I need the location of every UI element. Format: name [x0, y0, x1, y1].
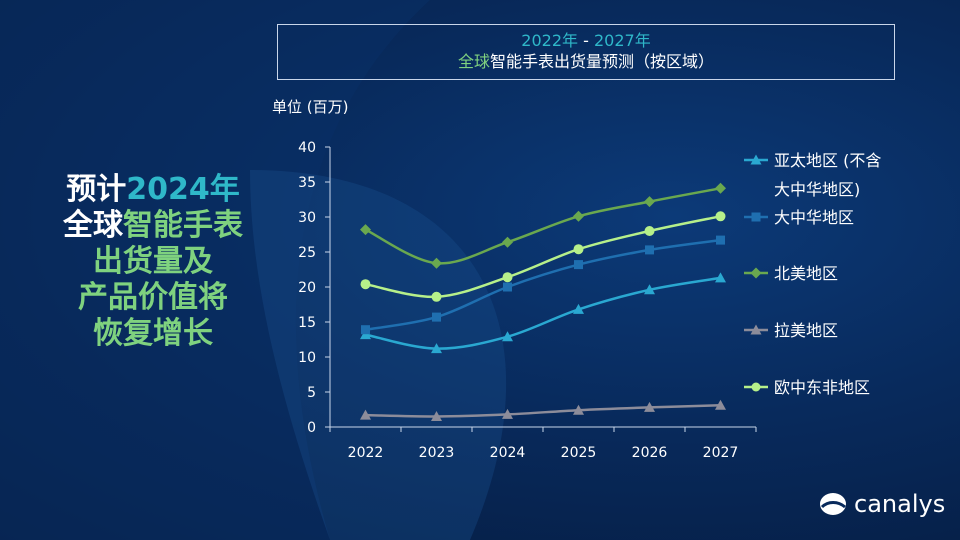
y-tick-label: 5 — [307, 385, 316, 401]
y-tick-label: 35 — [298, 175, 316, 191]
series-point — [715, 182, 726, 194]
legend-label: 拉美地区 — [774, 321, 838, 340]
side-headline: 预计2024年 全球智能手表 出货量及 产品价值将 恢复增长 — [28, 172, 278, 352]
series-point — [715, 272, 726, 283]
series-point — [502, 331, 513, 342]
y-tick-label: 15 — [298, 315, 316, 331]
series-point — [431, 411, 442, 421]
series-point — [645, 245, 654, 255]
series-point — [644, 196, 655, 208]
headline-line1-white: 预计 — [66, 172, 127, 207]
series-point — [644, 284, 655, 295]
canalys-logo-icon — [820, 493, 846, 515]
series-point — [360, 409, 371, 420]
series-point — [431, 291, 442, 302]
legend-swatch-marker — [751, 382, 761, 392]
series-point — [360, 279, 371, 290]
x-tick-label: 2027 — [703, 445, 739, 461]
y-tick-label: 10 — [298, 350, 316, 366]
chart-title-box: 2022年 - 2027年 全球智能手表出货量预测（按区域） — [277, 24, 895, 80]
series-point — [715, 211, 726, 222]
series-point — [431, 343, 442, 354]
series-point — [644, 401, 655, 412]
series-point — [574, 260, 583, 270]
series-point — [502, 272, 513, 283]
y-tick-label: 0 — [307, 420, 316, 436]
headline-line4: 产品价值将 — [78, 280, 228, 315]
series-line — [365, 404, 721, 418]
series-point — [431, 257, 442, 269]
series-point — [361, 325, 370, 335]
series-line — [365, 238, 721, 331]
canalys-logo-text: canalys — [854, 490, 946, 518]
legend-label: 亚太地区 (不含 — [774, 151, 881, 170]
legend-swatch-marker — [751, 212, 761, 222]
headline-line2-accent: 智能手表 — [123, 208, 243, 243]
y-tick-label: 30 — [298, 210, 316, 226]
y-tick-label: 40 — [298, 140, 316, 156]
series-line — [365, 215, 721, 299]
series-point — [573, 404, 584, 415]
headline-line5: 恢复增长 — [93, 316, 213, 351]
legend-label-cont: 大中华地区) — [774, 180, 860, 199]
title-year-end: 2027年 — [593, 31, 651, 50]
series-point — [644, 226, 655, 236]
legend-swatch-marker — [750, 154, 762, 165]
legend-swatch-marker — [750, 267, 762, 279]
series-point — [573, 244, 584, 255]
series-point — [360, 224, 371, 236]
title-year-sep: - — [578, 31, 594, 50]
headline-line2-white: 全球 — [63, 208, 123, 243]
y-tick-label: 20 — [298, 280, 316, 296]
x-tick-label: 2022 — [348, 445, 384, 461]
y-tick-label: 25 — [298, 245, 316, 261]
series-point — [502, 408, 513, 419]
title-accent: 全球 — [457, 52, 490, 71]
series-line — [365, 276, 721, 350]
chart-title-main: 全球智能手表出货量预测（按区域） — [278, 51, 894, 73]
series-point — [503, 282, 512, 292]
series-point — [502, 236, 513, 248]
title-rest: 智能手表出货量预测（按区域） — [490, 52, 715, 71]
series-point — [715, 399, 726, 410]
canalys-logo: canalys — [818, 490, 945, 518]
series-point — [716, 235, 725, 245]
series-line — [364, 187, 721, 265]
y-unit-label: 单位 (百万) — [272, 98, 349, 116]
legend-label: 大中华地区 — [774, 208, 854, 227]
chart-title-years: 2022年 - 2027年 — [278, 31, 894, 51]
legend-label: 欧中东非地区 — [774, 378, 870, 397]
headline-line3: 出货量及 — [93, 244, 213, 279]
title-year-start: 2022年 — [521, 31, 579, 50]
x-tick-label: 2023 — [419, 445, 455, 461]
headline-line1-accent: 2024年 — [126, 172, 240, 207]
series-point — [573, 303, 584, 314]
legend-label: 北美地区 — [774, 264, 838, 283]
x-tick-label: 2024 — [490, 445, 526, 461]
series-point — [573, 210, 584, 222]
series-point — [432, 312, 441, 322]
x-tick-label: 2026 — [632, 445, 668, 461]
legend-swatch-marker — [750, 324, 762, 335]
x-tick-label: 2025 — [561, 445, 597, 461]
